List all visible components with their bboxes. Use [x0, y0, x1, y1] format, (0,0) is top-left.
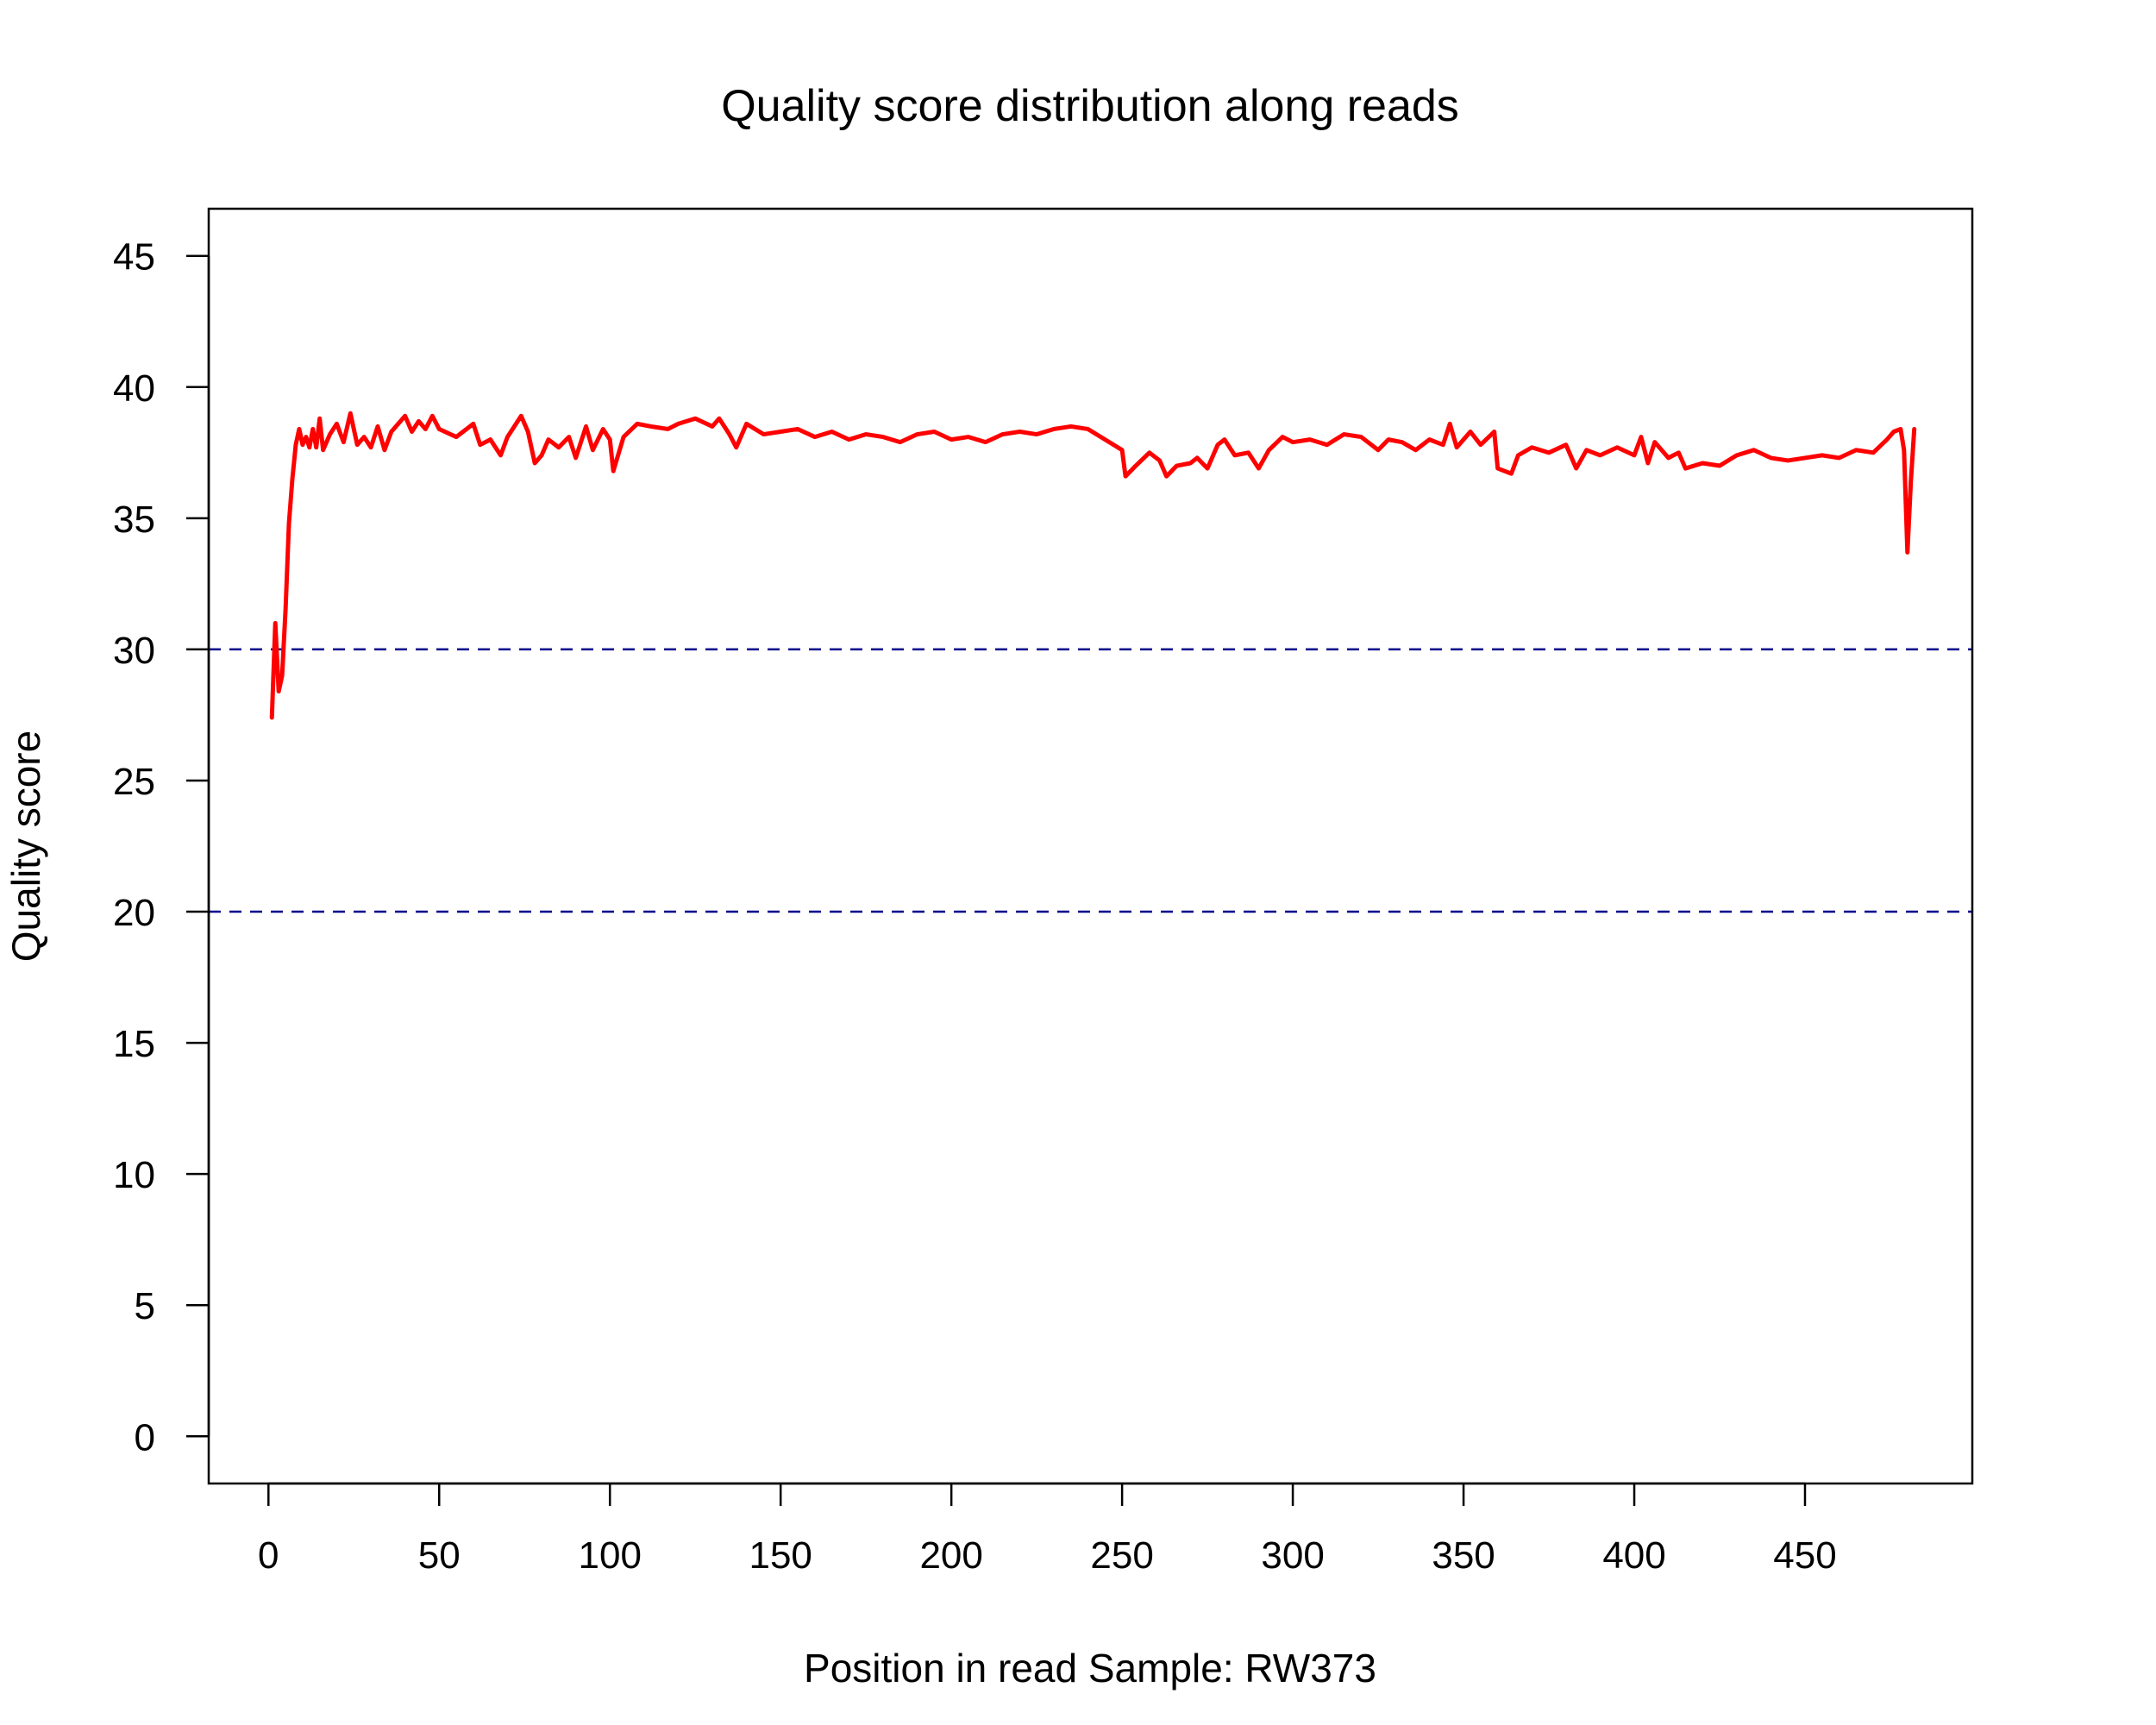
- series-line-0: [269, 411, 1917, 720]
- x-tick-label: 400: [1602, 1534, 1665, 1577]
- series-layer: [269, 411, 1917, 720]
- y-tick-label: 10: [113, 1154, 155, 1196]
- x-tick-label: 150: [749, 1534, 812, 1577]
- y-tick-label: 25: [113, 761, 155, 803]
- x-tick-label: 0: [258, 1534, 279, 1577]
- x-axis: 0 50 100 150 200 250 300 350 400 450: [258, 1482, 1837, 1577]
- x-tick-label: 50: [418, 1534, 461, 1577]
- y-tick-label: 40: [113, 367, 155, 410]
- x-tick-label: 200: [919, 1534, 982, 1577]
- chart-title: Quality score distribution along reads: [721, 81, 1459, 131]
- y-tick-label: 0: [135, 1416, 155, 1458]
- x-tick-label: 300: [1261, 1534, 1324, 1577]
- y-tick-label: 45: [113, 236, 155, 279]
- y-axis-label: Quality score: [3, 731, 48, 962]
- y-tick-label: 5: [135, 1285, 155, 1327]
- x-tick-label: 100: [579, 1534, 642, 1577]
- y-tick-label: 15: [113, 1023, 155, 1065]
- y-tick-label: 20: [113, 892, 155, 934]
- x-tick-label: 250: [1090, 1534, 1153, 1577]
- y-axis: 0 5 10 15 20 25 30 35 40 45: [113, 236, 210, 1458]
- reference-lines: [209, 648, 1972, 913]
- x-axis-label: Position in read Sample: RW373: [804, 1646, 1376, 1690]
- y-tick-label: 35: [113, 499, 155, 541]
- x-tick-label: 450: [1773, 1534, 1836, 1577]
- y-tick-label: 30: [113, 630, 155, 672]
- x-tick-label: 350: [1432, 1534, 1495, 1577]
